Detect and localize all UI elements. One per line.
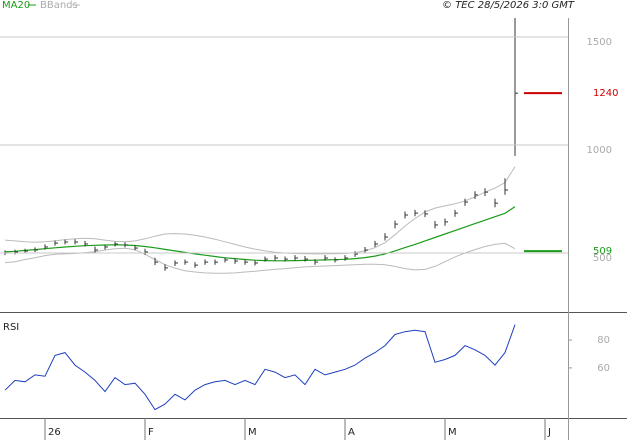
x-tick-label: J bbox=[547, 427, 551, 438]
x-tick-label: A bbox=[348, 427, 355, 438]
price-plot bbox=[4, 18, 518, 274]
legend-ma: MA20 bbox=[2, 0, 30, 11]
y-tick-label: 1500 bbox=[587, 37, 612, 48]
x-tick-label: F bbox=[148, 427, 154, 438]
y-tick-label: 500 bbox=[593, 253, 612, 264]
x-tick-label: 26 bbox=[48, 427, 61, 438]
rsi-title: RSI bbox=[3, 322, 19, 333]
bband-upper bbox=[4, 166, 516, 255]
rsi-line bbox=[4, 324, 516, 411]
y-tick-label: 1000 bbox=[587, 145, 612, 156]
x-tick-label: M bbox=[248, 427, 257, 438]
bband-lower bbox=[4, 242, 516, 274]
ma-line bbox=[4, 206, 516, 262]
y-tick-label: 80 bbox=[597, 335, 610, 346]
price-marker-label: 509 bbox=[593, 246, 612, 257]
x-tick-label: M bbox=[448, 427, 457, 438]
price-marker-label: 1240 bbox=[593, 88, 618, 99]
y-tick-label: 60 bbox=[597, 363, 610, 374]
legend-bbands: BBands bbox=[40, 0, 78, 11]
source: © TEC 28/5/2026 3:0 GMT bbox=[442, 0, 575, 11]
